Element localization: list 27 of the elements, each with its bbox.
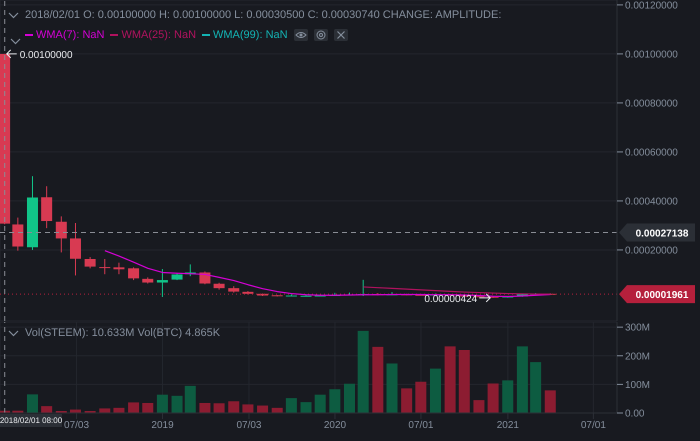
x-tick-label: 2021 [496, 420, 520, 432]
y-tick-label: 0.00120000 [625, 0, 678, 12]
y-tick-label: 100M [625, 380, 650, 391]
y-tick-label: 0.00020000 [625, 245, 678, 256]
annotation: Vol(STEEM): 10.633M Vol(BTC) 4.865K [25, 327, 220, 339]
x-tick-label: 2020 [324, 420, 347, 432]
x-tick-label: 2019 [151, 420, 174, 432]
y-tick-label: 0.00080000 [625, 98, 678, 110]
y-tick-label: 0.00100000 [625, 49, 678, 60]
y-tick-label: 300M [625, 322, 650, 334]
ref-line-label: 0.00027138 [636, 228, 689, 240]
legend-label: WMA(25): NaN [120, 29, 196, 41]
y-tick-label: 0.00040000 [625, 196, 678, 208]
x-tick-label: 07/01 [580, 420, 606, 432]
legend-label: WMA(99): NaN [212, 29, 288, 41]
y-tick-label: 0.00 [625, 408, 645, 420]
x-tick-label: 07/03 [236, 420, 262, 432]
ref-line-label: 2018/02/01 08:00 [0, 416, 63, 425]
annotation: 0.00100000 [20, 50, 73, 61]
y-tick-label: 0.00060000 [625, 147, 678, 158]
ref-line-label: 0.00001961 [636, 290, 689, 302]
x-tick-label: 07/03 [64, 420, 90, 432]
annotation: 0.00000424 [424, 294, 478, 305]
y-tick-label: 200M [625, 351, 650, 362]
legend-label: WMA(7): NaN [35, 29, 104, 41]
annotation: 2018/02/01 O: 0.00100000 H: 0.00100000 L: 0.00030500 C: 0.00030740 CHANGE: AMPLITUDE: [25, 9, 502, 21]
x-tick-label: 07/01 [408, 420, 434, 432]
